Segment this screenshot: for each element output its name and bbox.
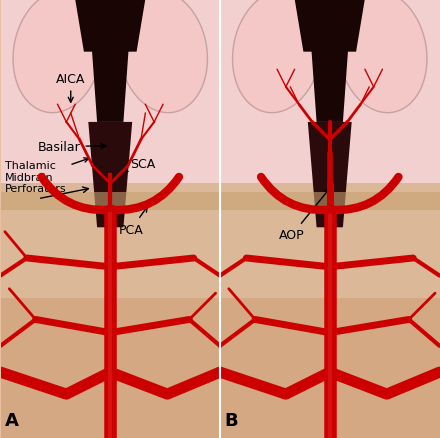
Text: SCA: SCA <box>123 157 155 172</box>
Polygon shape <box>220 298 440 438</box>
Text: B: B <box>224 411 238 429</box>
Polygon shape <box>75 0 145 53</box>
Polygon shape <box>220 0 440 197</box>
Text: AOP: AOP <box>279 190 329 242</box>
Polygon shape <box>0 184 220 307</box>
Text: PCA: PCA <box>119 207 147 236</box>
Ellipse shape <box>118 0 208 113</box>
Polygon shape <box>0 0 220 197</box>
Polygon shape <box>88 123 132 228</box>
Text: Basilar: Basilar <box>38 140 106 153</box>
Polygon shape <box>308 123 352 228</box>
Ellipse shape <box>338 0 427 113</box>
Ellipse shape <box>232 0 322 113</box>
Ellipse shape <box>13 0 102 113</box>
Polygon shape <box>88 0 132 123</box>
Polygon shape <box>0 193 220 210</box>
Polygon shape <box>295 0 365 53</box>
Polygon shape <box>0 298 220 438</box>
Polygon shape <box>220 193 440 210</box>
Polygon shape <box>220 184 440 307</box>
Text: A: A <box>5 411 19 429</box>
Text: AICA: AICA <box>56 73 85 103</box>
Text: Thalamic
Midbrain
Perforators: Thalamic Midbrain Perforators <box>5 159 88 194</box>
Polygon shape <box>308 0 352 123</box>
